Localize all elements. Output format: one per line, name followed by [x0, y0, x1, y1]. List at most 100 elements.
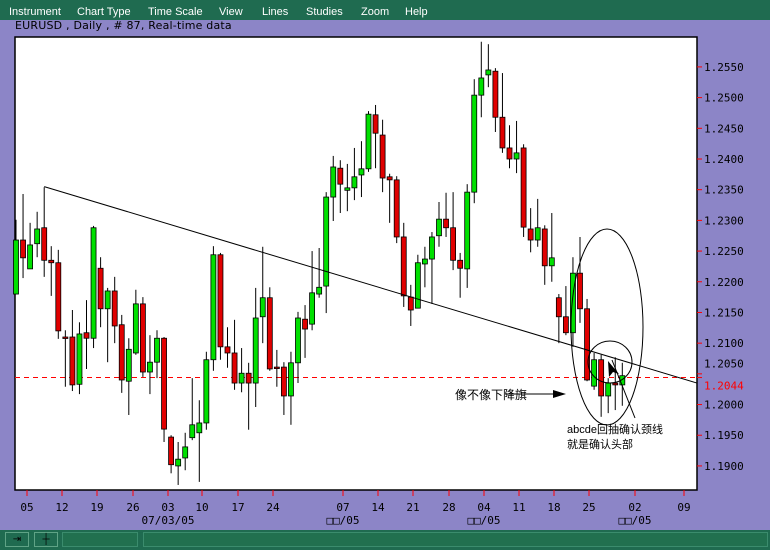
cursor-arrow-icon — [608, 361, 619, 377]
y-axis: 1.1900 1.1950 1.2000 1.2050 1.2100 1.2150 1.22… — [697, 61, 744, 473]
candle-body — [182, 446, 189, 459]
candle-down — [443, 192, 449, 237]
candle-body — [555, 297, 562, 318]
candle-body — [55, 262, 62, 332]
x-tick-label: 24 — [266, 501, 280, 514]
candle-down — [450, 192, 457, 271]
candle-down — [266, 287, 273, 371]
candle-body — [154, 337, 160, 363]
candle-body — [591, 359, 597, 387]
y-tick-label: 1.2350 — [704, 184, 744, 197]
candle-body — [20, 239, 26, 259]
menu-chart-type[interactable]: Chart Type — [77, 6, 131, 18]
small-ellipse-annotation — [587, 340, 633, 384]
candle-body — [478, 77, 485, 96]
candle-body — [499, 116, 506, 149]
candle-body — [365, 113, 372, 170]
large-ellipse-annotation — [570, 228, 644, 426]
candlestick-chart[interactable]: 1.1900 1.1950 1.2000 1.2050 1.2100 1.2150 1.22… — [0, 0, 770, 530]
candle-body — [506, 147, 513, 160]
candle-down — [83, 300, 90, 369]
candle-down — [337, 160, 344, 214]
candle-body — [76, 333, 83, 385]
candle-up — [414, 254, 421, 309]
candle-down — [48, 246, 55, 296]
x-month-label: □□/05 — [618, 514, 651, 527]
pin-button[interactable]: ⇥ — [5, 532, 29, 547]
candle-body — [161, 337, 167, 430]
candle-down — [111, 276, 118, 344]
candle-body — [471, 94, 478, 193]
y-tick-label: 1.1950 — [704, 429, 744, 442]
candle-down — [386, 173, 393, 223]
candle-body — [548, 257, 555, 267]
candle-down — [457, 252, 464, 298]
menu-help[interactable]: Help — [405, 6, 428, 18]
candle-body — [400, 236, 407, 297]
menu-lines[interactable]: Lines — [262, 6, 289, 18]
candle-up — [421, 246, 428, 288]
candle-body — [386, 176, 393, 181]
candle-body — [13, 239, 19, 295]
candle-body — [612, 382, 619, 386]
candle-up — [203, 351, 210, 430]
candle-up — [344, 163, 351, 212]
candle-down — [69, 310, 76, 392]
candle-down — [139, 297, 146, 377]
candle-up — [323, 192, 330, 314]
candle-up — [147, 335, 153, 395]
candle-body — [97, 267, 104, 310]
menu-zoom[interactable]: Zoom — [361, 6, 390, 18]
candle-down — [118, 314, 125, 393]
y-tick-label: 1.2550 — [704, 61, 744, 74]
candle-up — [309, 251, 316, 331]
candle-body — [295, 317, 301, 364]
candle-down — [55, 249, 62, 339]
candle-body — [231, 352, 238, 384]
candle-body — [534, 227, 541, 241]
candle-up — [34, 211, 41, 258]
candle-down — [393, 176, 400, 244]
menu-view[interactable]: View — [219, 6, 243, 18]
candle-body — [189, 424, 196, 439]
x-tick-label: 04 — [477, 501, 491, 514]
candle-up — [471, 79, 478, 204]
candle-body — [90, 227, 97, 339]
candle-down — [161, 337, 167, 442]
candle-body — [520, 147, 527, 228]
candle-body — [69, 336, 76, 386]
candle-body — [34, 228, 41, 245]
x-tick-label: 03 — [161, 501, 174, 514]
x-tick-label: 09 — [677, 501, 690, 514]
trendline — [44, 186, 698, 384]
crosshair-button[interactable]: ┼ — [34, 532, 58, 547]
x-tick-label: 12 — [55, 501, 68, 514]
candle-body — [132, 303, 139, 354]
y-tick-label: 1.2500 — [704, 92, 744, 105]
pullback-note-2: 就是确认头部 — [567, 437, 633, 451]
candle-down — [520, 144, 527, 237]
menu-studies[interactable]: Studies — [306, 6, 343, 18]
arrow-head-icon — [553, 390, 566, 398]
candle-body — [302, 318, 308, 330]
candle-body — [379, 134, 386, 179]
candle-down — [541, 225, 548, 285]
x-tick-label: 19 — [90, 501, 103, 514]
candle-body — [407, 296, 414, 311]
candle-body — [323, 196, 330, 287]
menu-time-scale[interactable]: Time Scale — [148, 6, 203, 18]
plot-area[interactable] — [14, 36, 698, 491]
candle-body — [210, 254, 217, 361]
candle-body — [139, 303, 146, 373]
candle-body — [245, 372, 252, 384]
candle-up — [351, 147, 358, 201]
candle-body — [393, 179, 400, 238]
candle-down — [499, 73, 506, 153]
menu-instrument[interactable]: Instrument — [9, 6, 61, 18]
candle-body — [351, 176, 358, 189]
candle-body — [436, 218, 442, 237]
candle-body — [457, 259, 464, 269]
candle-up — [288, 351, 294, 425]
candle-down — [245, 362, 252, 430]
candle-up — [27, 222, 34, 270]
